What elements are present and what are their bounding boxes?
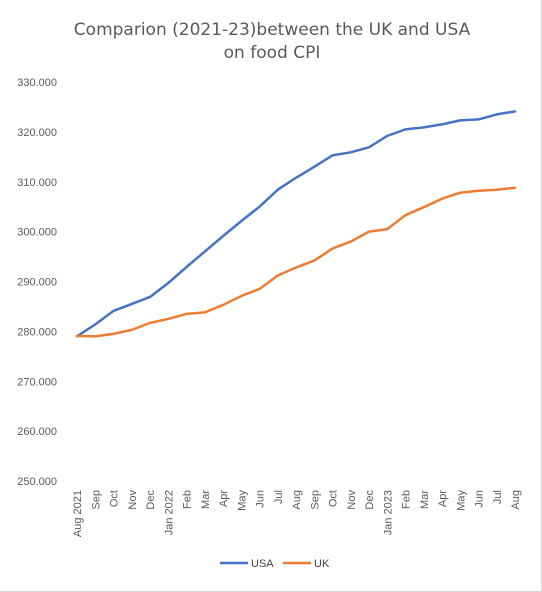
x-tick-label: Jan 2023 bbox=[382, 490, 394, 535]
x-tick-label: Nov bbox=[346, 490, 358, 510]
y-tick-label: 300.000 bbox=[17, 227, 57, 239]
x-tick-label: Jan 2022 bbox=[163, 490, 175, 535]
y-tick-label: 320.000 bbox=[17, 127, 57, 139]
legend-label-usa: USA bbox=[251, 558, 274, 570]
y-tick-label: 250.000 bbox=[17, 476, 57, 488]
x-tick-label: Aug bbox=[510, 490, 522, 510]
x-tick-label: Feb bbox=[401, 490, 413, 509]
chart-title-line-2: on food CPI bbox=[224, 43, 321, 63]
x-tick-label: Mar bbox=[419, 490, 431, 509]
series-layer bbox=[75, 110, 517, 338]
y-axis: 250.000 260.000 270.000 280.000 290.000 300.0… bbox=[17, 77, 57, 488]
x-tick-label: Jul bbox=[273, 490, 285, 504]
x-tick-label: May bbox=[236, 490, 248, 511]
x-tick-label: Mar bbox=[200, 490, 212, 509]
x-tick-label: Jun bbox=[474, 490, 486, 508]
legend-label-uk: UK bbox=[314, 558, 330, 570]
x-tick-label: Nov bbox=[127, 490, 139, 510]
x-tick-label: Jun bbox=[255, 490, 267, 508]
x-tick-label: Oct bbox=[109, 490, 121, 507]
chart-title-line-1: Comparion (2021-23)between the UK and US… bbox=[74, 20, 471, 40]
x-tick-label: Jul bbox=[492, 490, 504, 504]
x-tick-label: Apr bbox=[218, 490, 230, 507]
series-line-usa bbox=[75, 110, 517, 338]
y-tick-label: 260.000 bbox=[17, 426, 57, 438]
x-tick-label: Apr bbox=[437, 490, 449, 507]
y-tick-label: 330.000 bbox=[17, 77, 57, 89]
chart-title: Comparion (2021-23)between the UK and US… bbox=[74, 20, 471, 63]
x-axis: Aug 2021 Sep Oct Nov Dec Jan 2022 Feb Mar Apr May… bbox=[72, 490, 522, 538]
y-tick-label: 270.000 bbox=[17, 376, 57, 388]
x-tick-label: Sep bbox=[309, 490, 321, 510]
x-tick-label: Aug 2021 bbox=[72, 490, 84, 537]
y-tick-label: 310.000 bbox=[17, 177, 57, 189]
series-line-uk bbox=[75, 186, 517, 338]
x-tick-label: Dec bbox=[145, 490, 157, 510]
y-tick-label: 290.000 bbox=[17, 277, 57, 289]
x-tick-label: Feb bbox=[182, 490, 194, 509]
x-tick-label: May bbox=[455, 490, 467, 511]
x-tick-label: Oct bbox=[328, 490, 340, 507]
x-tick-label: Aug bbox=[291, 490, 303, 510]
y-tick-label: 280.000 bbox=[17, 326, 57, 338]
x-tick-label: Sep bbox=[90, 490, 102, 510]
legend: USA UK bbox=[220, 558, 330, 570]
x-tick-label: Dec bbox=[364, 490, 376, 510]
